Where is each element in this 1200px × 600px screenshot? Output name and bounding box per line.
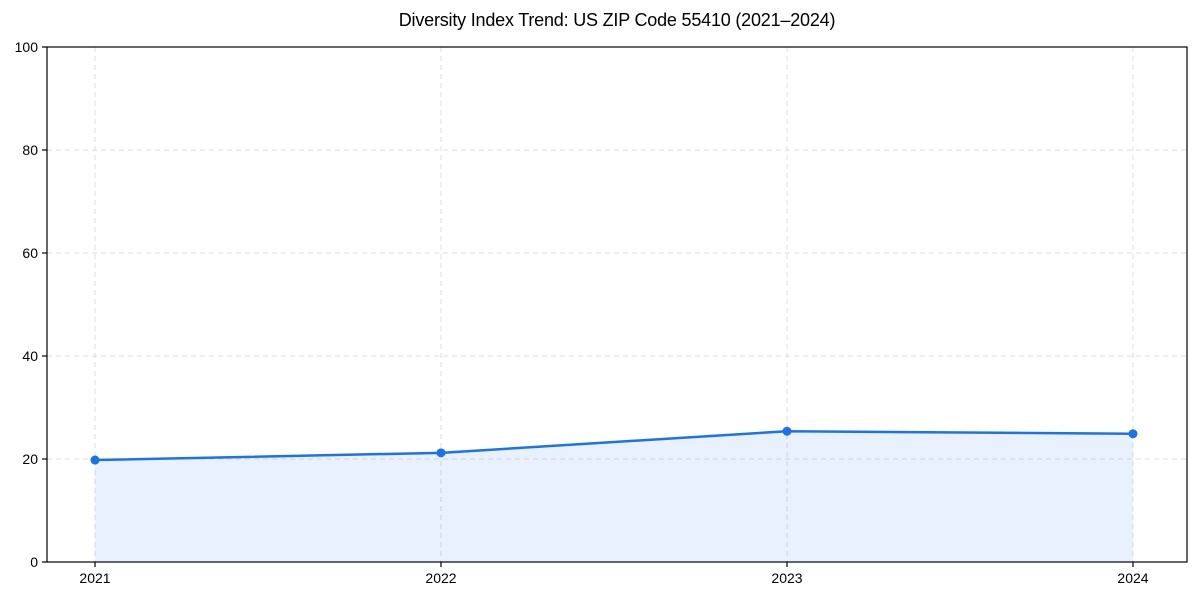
data-point-2024	[1128, 429, 1138, 439]
y-tick-label-20: 20	[22, 451, 38, 467]
axes-frame	[46, 46, 1188, 563]
y-tick-label-80: 80	[22, 142, 38, 158]
x-tick-label-2022: 2022	[425, 570, 456, 586]
chart-title: Diversity Index Trend: US ZIP Code 55410…	[398, 10, 836, 30]
x-tick-label-2024: 2024	[1117, 570, 1148, 586]
y-tick-label-60: 60	[22, 245, 38, 261]
x-tick-label-2023: 2023	[771, 570, 802, 586]
y-tick-label-0: 0	[30, 554, 38, 570]
x-tick-label-2021: 2021	[79, 570, 110, 586]
data-point-2022	[436, 448, 446, 458]
data-point-2023	[782, 426, 792, 436]
y-tick-label-100: 100	[15, 39, 39, 55]
y-tick-label-40: 40	[22, 348, 38, 364]
data-point-2021	[90, 455, 100, 465]
trend-line	[93, 429, 1135, 462]
area-fill	[95, 431, 1133, 562]
